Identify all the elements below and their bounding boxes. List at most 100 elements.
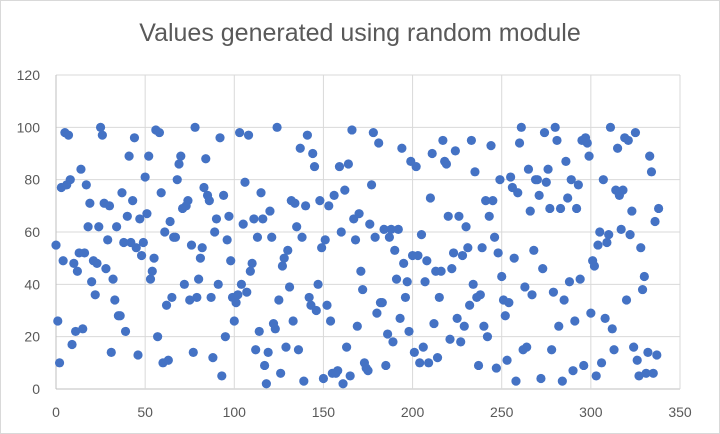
- data-point: [229, 316, 239, 326]
- data-point: [131, 243, 141, 253]
- data-point: [452, 313, 462, 323]
- data-point: [174, 159, 184, 169]
- x-tick-label: 250: [490, 404, 514, 420]
- data-point: [263, 347, 273, 357]
- data-point: [192, 292, 202, 303]
- data-point: [270, 324, 280, 334]
- data-point: [170, 232, 181, 242]
- data-point: [226, 256, 236, 266]
- x-tick-label: 100: [223, 404, 247, 420]
- data-point: [448, 248, 459, 258]
- data-point: [654, 203, 664, 214]
- x-tick-label: 200: [401, 404, 425, 420]
- data-point: [90, 290, 100, 300]
- data-point: [463, 243, 473, 253]
- y-tick-label: 20: [24, 329, 40, 345]
- data-point: [160, 227, 170, 237]
- data-point: [374, 138, 384, 148]
- data-point: [363, 366, 373, 376]
- data-point: [119, 237, 129, 248]
- data-point: [434, 292, 444, 303]
- data-point: [252, 232, 263, 242]
- data-point: [188, 347, 198, 357]
- data-point: [129, 133, 140, 143]
- data-point: [53, 316, 63, 326]
- data-point: [240, 177, 250, 187]
- data-point: [395, 313, 405, 323]
- data-point: [94, 222, 104, 232]
- data-point: [393, 224, 403, 234]
- data-point: [325, 316, 336, 326]
- data-point: [256, 188, 266, 198]
- data-point: [586, 308, 596, 318]
- data-point: [550, 122, 560, 132]
- data-point: [79, 248, 90, 258]
- data-point: [627, 206, 637, 216]
- data-point: [97, 130, 107, 140]
- data-point: [199, 182, 209, 193]
- data-point: [71, 326, 81, 337]
- data-point: [429, 318, 439, 329]
- data-point: [445, 334, 455, 344]
- data-point: [484, 211, 494, 221]
- data-point: [604, 230, 614, 240]
- data-point: [488, 196, 498, 206]
- data-point: [461, 222, 471, 232]
- data-point: [400, 292, 411, 303]
- data-point: [589, 261, 600, 271]
- data-point: [555, 203, 566, 214]
- data-point: [645, 151, 655, 161]
- data-point: [596, 358, 607, 368]
- data-point: [630, 127, 641, 138]
- data-point: [81, 180, 91, 190]
- data-point: [297, 232, 307, 242]
- data-point: [329, 190, 339, 200]
- data-point: [404, 326, 414, 337]
- data-point: [92, 258, 102, 268]
- data-point: [616, 224, 626, 234]
- data-point: [563, 193, 573, 203]
- data-point: [639, 271, 649, 282]
- data-point: [324, 201, 334, 211]
- data-point: [413, 250, 423, 261]
- data-point: [593, 240, 603, 250]
- data-point: [424, 358, 434, 368]
- x-tick-label: 150: [312, 404, 336, 420]
- data-point: [265, 206, 275, 216]
- data-point: [621, 295, 632, 305]
- data-point: [343, 159, 353, 169]
- data-point: [309, 161, 320, 172]
- data-point: [272, 122, 282, 132]
- data-point: [525, 206, 535, 216]
- data-point: [390, 245, 400, 255]
- data-point: [320, 235, 330, 245]
- chart-title: Values generated using random module: [139, 19, 581, 47]
- data-point: [72, 266, 82, 276]
- data-point: [607, 324, 617, 334]
- data-point: [356, 266, 366, 276]
- data-point: [459, 321, 469, 331]
- data-point: [529, 245, 539, 255]
- data-point: [482, 332, 493, 342]
- data-point: [210, 227, 220, 237]
- data-point: [124, 151, 134, 161]
- data-point: [473, 360, 484, 371]
- data-point: [522, 342, 532, 352]
- data-point: [366, 180, 377, 190]
- data-point: [652, 350, 662, 360]
- data-point: [220, 332, 230, 342]
- data-point: [140, 172, 150, 182]
- x-tick-label: 50: [137, 404, 153, 420]
- y-tick-label: 60: [24, 224, 40, 240]
- data-point: [101, 264, 111, 274]
- data-point: [350, 235, 361, 245]
- data-point: [233, 290, 243, 300]
- data-point: [354, 209, 364, 219]
- data-point: [454, 211, 464, 221]
- data-point: [475, 290, 485, 300]
- data-point: [153, 332, 163, 342]
- data-point: [495, 175, 505, 185]
- data-point: [293, 345, 304, 355]
- data-point: [637, 284, 648, 295]
- data-point: [138, 237, 148, 248]
